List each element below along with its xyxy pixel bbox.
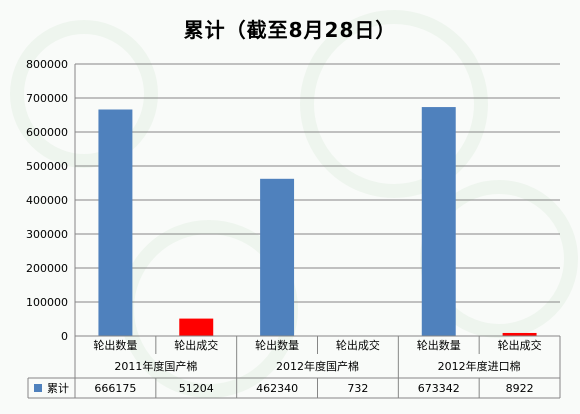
y-tick-label: 200000	[26, 262, 68, 275]
y-tick-label: 700000	[26, 92, 68, 105]
y-tick-label: 300000	[26, 228, 68, 241]
x-category-label: 轮出数量	[93, 338, 137, 352]
x-category-label: 轮出数量	[417, 338, 461, 352]
y-tick-label: 400000	[26, 194, 68, 207]
x-group-label: 2012年度国产棉	[276, 359, 359, 373]
data-table-value: 673342	[418, 382, 460, 395]
data-table-value: 8922	[506, 382, 534, 395]
x-category-label: 轮出成交	[174, 338, 218, 352]
axes: 800000 700000 600000 500000 400000 300000 2000…	[26, 58, 76, 398]
y-tick-label: 0	[61, 330, 68, 343]
bar	[98, 109, 133, 336]
y-tick-label: 100000	[26, 296, 68, 309]
y-tick-label: 500000	[26, 160, 68, 173]
x-category-label: 轮出成交	[336, 338, 380, 352]
bar	[421, 107, 456, 336]
x-group-label: 2011年度国产棉	[114, 359, 197, 373]
legend-label: 累计	[47, 382, 69, 395]
bar	[179, 318, 214, 336]
chart-title: 累计（截至8月28日）	[183, 18, 397, 42]
x-category-label: 轮出数量	[255, 338, 299, 352]
data-table-value: 462340	[256, 382, 298, 395]
x-category-label: 轮出成交	[498, 338, 542, 352]
y-tick-label: 600000	[26, 126, 68, 139]
bar	[502, 332, 537, 336]
bars	[98, 107, 537, 337]
legend-key	[34, 384, 42, 392]
data-table: 轮出数量 轮出成交 轮出数量 轮出成交 轮出数量 轮出成交 2011年度国产棉 2012年度国…	[27, 335, 561, 399]
bar	[260, 178, 295, 336]
data-table-value: 732	[347, 382, 368, 395]
data-table-value: 51204	[179, 382, 214, 395]
x-group-label: 2012年度进口棉	[438, 359, 521, 373]
data-table-value: 666175	[94, 382, 136, 395]
y-tick-label: 800000	[26, 58, 68, 71]
grid-lines	[75, 63, 560, 303]
